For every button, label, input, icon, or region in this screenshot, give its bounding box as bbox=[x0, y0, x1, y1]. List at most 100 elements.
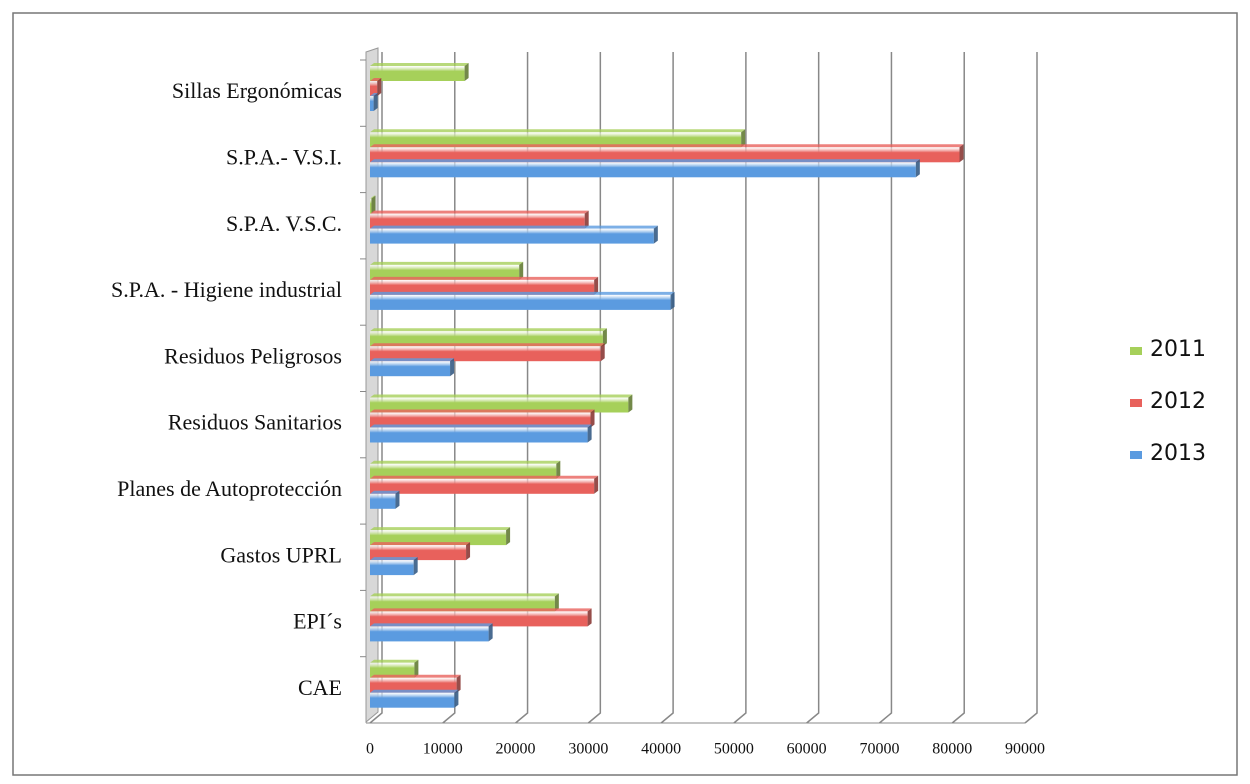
y-tick-label: S.P.A. - Higiene industrial bbox=[111, 277, 342, 302]
bar-top bbox=[370, 358, 455, 362]
grid-line bbox=[733, 52, 747, 724]
bar-end bbox=[653, 225, 658, 244]
bar-end bbox=[466, 542, 471, 561]
y-tick-label: CAE bbox=[298, 675, 342, 700]
bar-face bbox=[370, 493, 396, 509]
bar-top bbox=[370, 542, 471, 546]
bar-top bbox=[370, 78, 382, 81]
bar-face bbox=[370, 397, 629, 413]
y-tick-label: Sillas Ergonómicas bbox=[172, 78, 342, 103]
y-tick-label: Residuos Peligrosos bbox=[164, 343, 342, 368]
bar bbox=[370, 475, 599, 494]
bar-end bbox=[488, 623, 493, 642]
bar-end bbox=[519, 261, 524, 280]
bar-face bbox=[370, 279, 595, 295]
bar-top bbox=[370, 159, 920, 163]
grid-line bbox=[515, 52, 529, 724]
bar-end bbox=[741, 129, 746, 148]
legend-swatch bbox=[1130, 451, 1142, 459]
bar-end bbox=[414, 659, 419, 678]
bar-face bbox=[370, 228, 654, 244]
bar-face bbox=[370, 478, 595, 494]
bar-end bbox=[594, 475, 599, 494]
x-tick-label: 0 bbox=[366, 741, 374, 758]
bar bbox=[370, 129, 746, 148]
bar-end bbox=[506, 527, 511, 546]
bar-top bbox=[370, 674, 461, 678]
bar bbox=[370, 608, 592, 627]
bar bbox=[370, 557, 418, 576]
bar bbox=[370, 424, 592, 443]
grid-line bbox=[587, 52, 602, 724]
bar bbox=[370, 542, 471, 561]
legend-label: 2011 bbox=[1150, 337, 1206, 362]
grid-line bbox=[806, 52, 820, 724]
x-tick-label: 40000 bbox=[641, 741, 681, 758]
bar-face bbox=[370, 213, 585, 229]
bar-face bbox=[370, 147, 960, 163]
bar bbox=[370, 261, 524, 280]
x-tick-label: 10000 bbox=[423, 741, 463, 758]
bar-top bbox=[370, 623, 493, 627]
bar-top bbox=[370, 93, 378, 96]
x-tick-label: 60000 bbox=[787, 741, 827, 758]
bar-face bbox=[370, 677, 457, 693]
bar-face bbox=[370, 545, 467, 561]
bar-top bbox=[370, 276, 599, 280]
bar-face bbox=[370, 96, 374, 111]
bar-face bbox=[370, 463, 557, 479]
chart-frame bbox=[12, 12, 1238, 776]
grid-line bbox=[1024, 52, 1038, 724]
x-tick-label: 20000 bbox=[496, 741, 536, 758]
bar-face bbox=[370, 264, 520, 280]
bar-top bbox=[370, 409, 595, 413]
bar-top bbox=[370, 129, 746, 133]
bar-top bbox=[370, 291, 675, 295]
bar bbox=[370, 689, 459, 708]
bar bbox=[370, 144, 964, 163]
bar bbox=[370, 623, 493, 642]
bar-top bbox=[370, 63, 469, 66]
bar-end bbox=[600, 343, 605, 362]
bar-end bbox=[454, 689, 459, 708]
bar-top bbox=[370, 328, 607, 332]
bar-top bbox=[370, 593, 559, 597]
bar bbox=[370, 159, 920, 178]
bar-top bbox=[370, 659, 419, 663]
bar-end bbox=[587, 424, 592, 443]
bar-face bbox=[370, 132, 742, 148]
bar-end bbox=[584, 210, 589, 229]
bar bbox=[370, 527, 511, 546]
bar-top bbox=[370, 144, 964, 148]
bar-end bbox=[456, 674, 461, 693]
bar-face bbox=[370, 611, 588, 627]
bar-top bbox=[370, 557, 418, 561]
bar-top bbox=[370, 394, 633, 398]
bar-face bbox=[370, 162, 916, 178]
bar-face bbox=[370, 596, 555, 612]
bar-face bbox=[370, 66, 465, 81]
bar-end bbox=[395, 490, 400, 509]
bar-face bbox=[370, 361, 451, 377]
bar-face bbox=[370, 560, 414, 576]
y-tick-label: Planes de Autoprotección bbox=[117, 476, 342, 501]
bar bbox=[370, 460, 561, 479]
bar-end bbox=[670, 291, 675, 310]
bar-end bbox=[590, 409, 595, 428]
bar-face bbox=[370, 427, 588, 443]
bar-end bbox=[602, 328, 607, 347]
bar-top bbox=[370, 527, 511, 531]
y-tick-label: EPI´s bbox=[293, 609, 342, 634]
grid-line bbox=[660, 52, 674, 724]
bar-face bbox=[370, 662, 415, 678]
legend-label: 2012 bbox=[1150, 389, 1206, 414]
bar bbox=[370, 210, 589, 229]
bar bbox=[370, 78, 382, 96]
bar-top bbox=[370, 343, 605, 347]
bar bbox=[370, 490, 400, 509]
bar-face bbox=[370, 412, 591, 428]
bar-top bbox=[370, 225, 658, 229]
bar-top bbox=[370, 210, 589, 214]
bar-end bbox=[959, 144, 964, 163]
